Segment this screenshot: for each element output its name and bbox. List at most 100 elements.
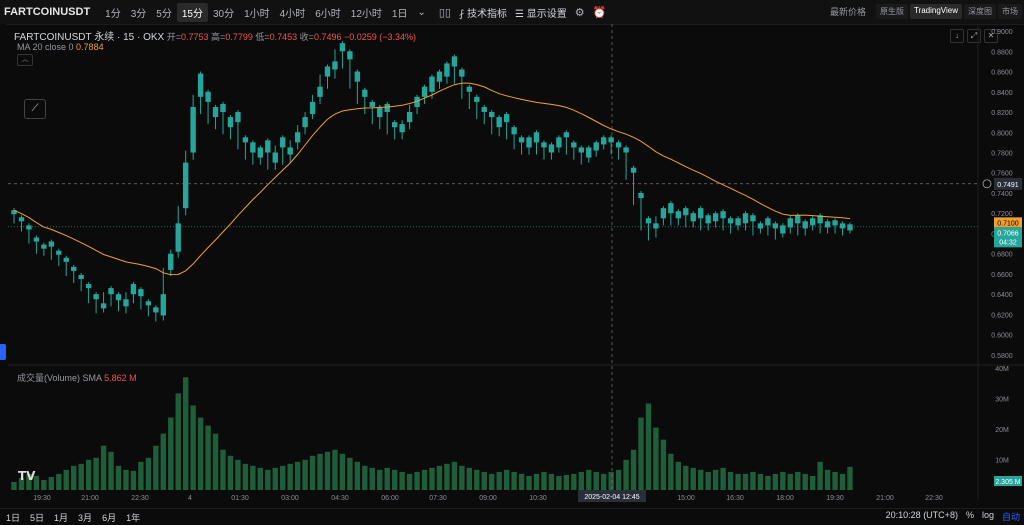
price-tick-label: 0.7000 <box>991 231 1013 238</box>
volume-bar <box>757 473 764 490</box>
candle-body <box>660 208 667 219</box>
candle-body <box>168 253 174 270</box>
candle-body <box>272 152 278 163</box>
candle-body <box>645 218 652 224</box>
candle-body <box>623 147 629 153</box>
time-tick-label: 19:30 <box>826 495 844 502</box>
candle-body <box>466 86 473 92</box>
volume-bar <box>608 471 614 490</box>
price-tick-label: 0.8200 <box>991 110 1013 117</box>
volume-bar <box>48 476 55 490</box>
range-4[interactable]: 6月 <box>102 512 117 523</box>
interval-2[interactable]: 5分 <box>156 8 172 20</box>
range-1[interactable]: 5日 <box>30 512 45 523</box>
interval-0[interactable]: 1分 <box>105 8 121 20</box>
volume-bar <box>182 377 189 490</box>
interval-1[interactable]: 3分 <box>130 8 147 20</box>
price-tick-label: 0.7400 <box>991 191 1013 198</box>
interval-3[interactable]: 15分 <box>176 2 208 22</box>
volume-bar <box>406 473 413 490</box>
symbol-name[interactable]: FARTCOINUSDT <box>4 6 91 18</box>
volume-bar <box>11 481 17 490</box>
interval-7[interactable]: 6小时 <box>315 8 341 20</box>
volume-bar <box>727 471 734 490</box>
volume-bar <box>369 467 375 490</box>
candle-body <box>369 101 375 107</box>
time-tick-label: 03:00 <box>281 495 299 502</box>
time-tick-label: 13:30 <box>628 495 646 502</box>
candle-body <box>787 218 793 228</box>
view-1[interactable]: TradingView <box>909 4 962 19</box>
top-toolbar: FARTCOINUSDT 1分 3分 5分 15分 30分 1小时 4小时 6小时 12小时 1日… <box>0 0 1024 25</box>
alert-icon[interactable]: ⏰ <box>592 6 607 19</box>
log-toggle[interactable]: log <box>981 510 994 520</box>
left-toolbar-active-marker[interactable] <box>0 344 6 360</box>
price-type-select[interactable]: 最新价格 <box>829 7 866 17</box>
candle-body <box>324 66 331 77</box>
candle-body <box>809 218 816 226</box>
view-3[interactable]: 市场 <box>998 4 1022 19</box>
volume-bar <box>765 475 771 490</box>
volume-bar <box>556 475 562 490</box>
percent-toggle[interactable]: % <box>965 510 974 520</box>
close-icon[interactable]: ✕ <box>984 29 998 43</box>
volume-bar <box>41 479 47 490</box>
volume-legend[interactable]: 成交量(Volume) SMA 5.862 M <box>17 371 137 384</box>
volume-tick-label: 10M <box>995 458 1009 465</box>
drawing-tool-icon[interactable]: ⟋ <box>24 99 46 119</box>
auto-toggle[interactable]: 自动 <box>1001 512 1020 522</box>
volume-bar <box>235 459 241 490</box>
candle-type-icon[interactable]: ▯▯ <box>438 6 451 19</box>
view-2[interactable]: 深度图 <box>964 4 996 19</box>
candle-body <box>309 101 316 115</box>
volume-bar <box>227 455 234 490</box>
interval-8[interactable]: 12小时 <box>350 8 382 20</box>
candle-body <box>41 244 47 249</box>
candle-body <box>436 71 443 82</box>
legend-close: 0.7496 <box>313 32 342 42</box>
maximize-icon[interactable]: ⤢ <box>967 29 981 43</box>
volume-bar <box>436 465 443 490</box>
volume-bar <box>71 465 77 490</box>
candle-body <box>175 223 181 252</box>
indicators-button[interactable]: ⨏ 技术指标 <box>458 8 507 20</box>
candle-body <box>108 288 114 295</box>
candle-body <box>541 142 547 148</box>
interval-9[interactable]: 1日 <box>391 8 408 20</box>
candle-body <box>735 218 741 226</box>
candle-body <box>227 117 234 128</box>
interval-5[interactable]: 1小时 <box>244 8 270 20</box>
time-tick-label: 10:30 <box>529 495 547 502</box>
candle-body <box>399 124 405 133</box>
view-0[interactable]: 原生版 <box>875 4 908 19</box>
gear-icon[interactable]: ⚙ <box>574 6 585 19</box>
arrow-down-icon[interactable]: ↓ <box>950 29 964 43</box>
volume-bar <box>645 403 652 490</box>
range-2[interactable]: 1月 <box>54 512 69 523</box>
candle-body <box>824 221 831 228</box>
candle-body <box>698 208 704 219</box>
ma-legend[interactable]: MA 20 close 0 0.7884 <box>17 42 104 52</box>
range-3[interactable]: 3月 <box>78 512 93 523</box>
volume-bar <box>630 449 637 490</box>
volume-bar <box>675 461 682 490</box>
range-0[interactable]: 1日 <box>6 512 21 523</box>
candle-body <box>444 63 450 77</box>
crosshair-time-label: 2025-02-04 12:45 <box>584 494 639 501</box>
volume-bar <box>690 467 696 490</box>
range-5[interactable]: 1年 <box>126 512 141 523</box>
volume-bar <box>85 459 92 490</box>
volume-bar <box>220 449 226 490</box>
price-tick-label: 0.7800 <box>991 151 1013 158</box>
collapse-legend-button[interactable]: ︿ <box>17 54 33 66</box>
candle-body <box>377 106 383 118</box>
indicators-label: 技术指标 <box>466 8 507 20</box>
interval-4[interactable]: 30分 <box>212 8 235 20</box>
candle-body <box>429 76 435 92</box>
price-tick-label: 0.6800 <box>991 252 1013 259</box>
volume-bar <box>429 467 435 490</box>
chart-canvas[interactable]: 0.90000.88000.86000.84000.82000.80000.78… <box>0 0 1024 508</box>
display-settings-button[interactable]: ☰ 显示设置 <box>514 8 567 20</box>
interval-6[interactable]: 4小时 <box>279 8 306 20</box>
chevron-down-icon[interactable]: ⌄ <box>417 6 426 18</box>
